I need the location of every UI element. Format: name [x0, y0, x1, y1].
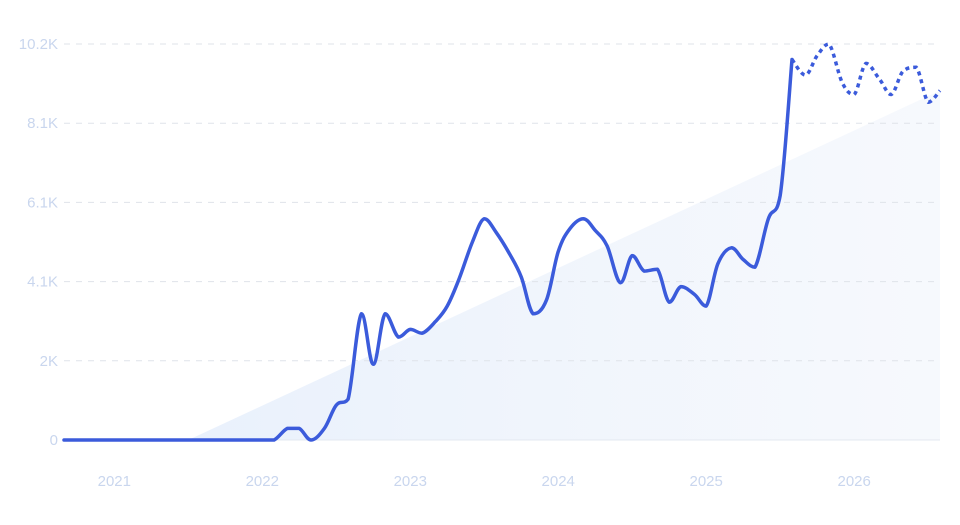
observed-series-line — [62, 57, 794, 442]
trend-area — [188, 90, 940, 441]
x-tick-label: 2026 — [837, 473, 870, 490]
y-tick-label: 8.1K — [27, 115, 58, 132]
y-tick-label: 0 — [50, 432, 58, 449]
y-axis-ticks: 0 2K 4.1K 6.1K 8.1K 10.2K — [19, 36, 58, 449]
x-axis-ticks: 2021 2022 2023 2024 2025 2026 — [98, 473, 871, 490]
forecast-series-line — [790, 42, 942, 104]
y-tick-label: 10.2K — [19, 36, 58, 53]
x-tick-label: 2025 — [690, 473, 723, 490]
y-tick-label: 2K — [40, 353, 58, 370]
x-tick-label: 2024 — [542, 473, 575, 490]
x-tick-label: 2021 — [98, 473, 131, 490]
y-tick-label: 6.1K — [27, 194, 58, 211]
trend-area-layer — [188, 90, 940, 441]
series-layer — [62, 42, 942, 442]
x-tick-label: 2022 — [246, 473, 279, 490]
x-tick-label: 2023 — [394, 473, 427, 490]
y-tick-label: 4.1K — [27, 274, 58, 291]
